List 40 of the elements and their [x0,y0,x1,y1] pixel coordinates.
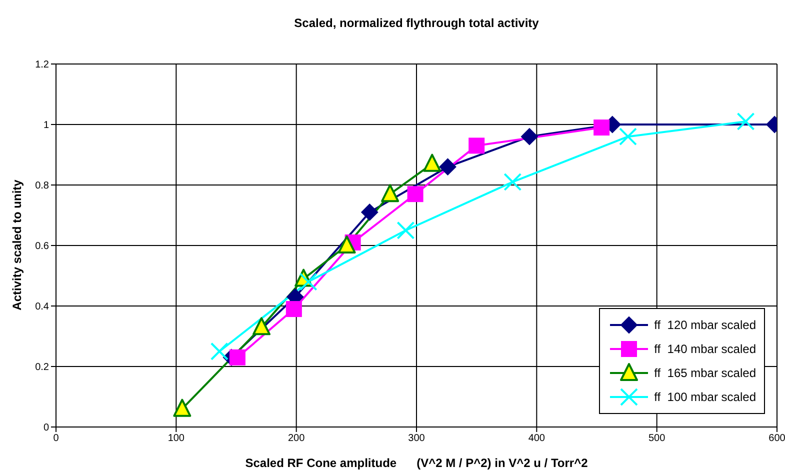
legend-label: ff 165 mbar scaled [654,366,756,380]
x-axis-title: Scaled RF Cone amplitude (V^2 M / P^2) in V^2 u / Torr^2 [244,456,589,470]
legend-label: ff 100 mbar scaled [654,390,756,404]
point [594,120,610,136]
point [468,138,485,154]
point [396,221,415,240]
chart-title: Scaled, normalized flythrough total activity [293,16,540,30]
y-tick-label: 0.8 [35,180,50,192]
point [423,154,442,172]
point [407,186,424,202]
legend-label: ff 140 mbar scaled [654,342,756,356]
point [361,204,378,221]
y-tick-label: 1.2 [35,60,50,71]
y-tick-label: 0 [43,422,50,434]
point [381,184,400,202]
point [504,172,522,191]
point [618,128,637,146]
point [439,158,456,176]
y-tick-label: 0.6 [35,241,50,252]
point [520,128,538,146]
point [252,317,270,336]
point [229,349,246,366]
point [338,236,356,254]
x-tick-label: 400 [528,433,546,444]
y-tick-label: 0.2 [35,362,50,374]
point [299,272,318,291]
x-tick-label: 500 [648,433,666,444]
y-tick-label: 1 [43,120,50,132]
point [736,112,755,130]
x-tick-label: 0 [53,433,60,444]
y-tick-label: 0.4 [35,302,50,313]
y-axis-title: Activity scaled to unity [10,180,24,310]
point [286,301,302,318]
x-tick-label: 300 [408,433,426,444]
legend-label: ff 120 mbar scaled [654,318,756,332]
point [210,342,228,360]
x-tick-label: 200 [288,433,306,444]
x-tick-label: 600 [768,433,785,444]
x-tick-label: 100 [168,433,185,444]
point [173,398,192,417]
